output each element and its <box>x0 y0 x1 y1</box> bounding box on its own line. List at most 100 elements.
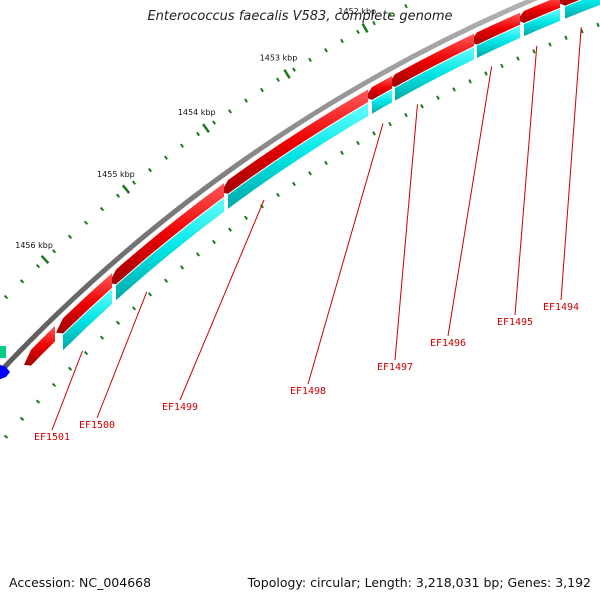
inner-tick <box>468 79 472 84</box>
scale-tick <box>372 20 376 26</box>
inner-tick <box>195 252 201 257</box>
inner-tick <box>211 239 217 245</box>
scale-tick <box>147 167 153 173</box>
gene-arrow-ef1500[interactable] <box>109 183 224 285</box>
cds-band-ef1500[interactable] <box>116 197 224 301</box>
scale-tick <box>308 57 312 63</box>
inner-tick <box>308 171 312 176</box>
inner-tick <box>3 434 9 439</box>
cds-band-ef1499[interactable] <box>228 103 368 209</box>
scale-tick <box>115 193 121 198</box>
inner-tick <box>147 292 153 297</box>
cds-band-ef1497[interactable] <box>395 47 474 101</box>
gene-leader-line <box>447 66 493 337</box>
inner-tick <box>179 265 185 270</box>
scale-major-tick <box>283 69 291 79</box>
scale-major-tick <box>202 123 210 134</box>
genome-stats: Topology: circular; Length: 3,218,031 bp… <box>247 575 591 590</box>
gene-arrow-ef1497[interactable] <box>388 33 474 87</box>
scale-label: 1456 kbp <box>15 241 53 250</box>
gene-label-ef1501[interactable]: EF1501 <box>34 432 70 443</box>
gene-labels: EF1494 EF1495 EF1496 EF1497 EF1498 EF1499 EF15… <box>34 27 582 443</box>
genome-title: Enterococcus faecalis V583, complete gen… <box>147 9 453 24</box>
inner-tick <box>372 131 376 136</box>
gene-arrow-ef1499[interactable] <box>221 89 368 194</box>
edge-feature-blue[interactable] <box>0 364 10 380</box>
cds-band-ef1494[interactable] <box>565 0 600 19</box>
scale-tick <box>83 220 89 225</box>
scale-label: 1452 kbp <box>338 7 376 16</box>
scale-tick <box>404 3 408 9</box>
inner-tick <box>292 181 296 187</box>
gene-label-ef1496[interactable]: EF1496 <box>430 338 466 349</box>
inner-tick <box>404 112 408 118</box>
scale-major-tick <box>40 255 50 265</box>
inner-tick <box>131 306 137 311</box>
gene-label-ef1497[interactable]: EF1497 <box>377 362 413 373</box>
inner-tick <box>227 227 233 232</box>
scale-tick <box>196 131 200 137</box>
inner-tick <box>19 416 25 421</box>
gene-leader-line <box>394 104 418 361</box>
inner-tick <box>35 399 41 404</box>
scale-tick <box>340 38 344 44</box>
gene-arrow-partial[interactable] <box>24 325 55 366</box>
gene-label-ef1498[interactable]: EF1498 <box>290 386 326 397</box>
gene-arrow-ef1501[interactable] <box>56 273 112 334</box>
inner-tick <box>500 63 504 69</box>
inner-tick <box>356 140 360 146</box>
gene-arrow-ef1496[interactable] <box>470 12 520 45</box>
gene-label-ef1500[interactable]: EF1500 <box>79 420 115 431</box>
scale-tick <box>324 48 328 53</box>
inner-tick <box>420 104 424 109</box>
edge-feature-green[interactable] <box>0 346 6 358</box>
inner-tick <box>388 121 392 127</box>
scale-tick <box>99 206 105 212</box>
scale-tick <box>131 180 137 185</box>
gene-leader-line <box>96 291 148 419</box>
cds-band-ef1495[interactable] <box>524 8 560 37</box>
inner-tick <box>548 42 552 47</box>
inner-tick <box>324 160 328 166</box>
scale-tick <box>228 109 232 114</box>
inner-tick <box>516 56 520 61</box>
inner-tick <box>436 95 440 100</box>
scale-label: 1454 kbp <box>178 108 216 117</box>
scale-tick <box>276 77 280 82</box>
inner-tick <box>83 350 89 356</box>
scale-tick <box>388 12 392 17</box>
scale-tick <box>212 120 216 125</box>
scale-tick <box>244 98 248 103</box>
inner-tick <box>51 382 57 388</box>
scale-tick <box>51 249 57 254</box>
cds-band-ef1501[interactable] <box>63 289 112 351</box>
gene-label-ef1494[interactable]: EF1494 <box>543 302 579 313</box>
scale-tick <box>35 263 41 269</box>
inner-tick <box>484 71 488 76</box>
scale-tick <box>163 155 169 160</box>
scale-major-tick <box>121 184 131 194</box>
inner-tick <box>67 366 73 371</box>
inner-tick <box>99 335 105 340</box>
cds-band-ef1496[interactable] <box>477 25 520 58</box>
gene-arrow-ef1495[interactable] <box>517 0 560 24</box>
gene-label-ef1495[interactable]: EF1495 <box>497 317 533 328</box>
inner-tick <box>580 28 584 34</box>
inner-tick <box>564 35 568 40</box>
inner-tick <box>260 203 264 209</box>
gene-leader-line <box>51 350 84 431</box>
scale-major-tick <box>361 23 369 34</box>
gene-leader-line <box>179 199 265 401</box>
gene-arrow-ef1498[interactable] <box>365 75 392 100</box>
scale-tick <box>3 294 9 300</box>
gene-arrow-ef1494[interactable] <box>558 0 600 6</box>
cds-track <box>63 0 600 351</box>
scale-tick <box>19 279 25 284</box>
scale-tick <box>292 67 296 72</box>
inner-tick <box>244 215 248 220</box>
inner-tick <box>596 22 600 28</box>
cds-band-ef1498[interactable] <box>372 89 392 114</box>
gene-label-ef1499[interactable]: EF1499 <box>162 402 198 413</box>
